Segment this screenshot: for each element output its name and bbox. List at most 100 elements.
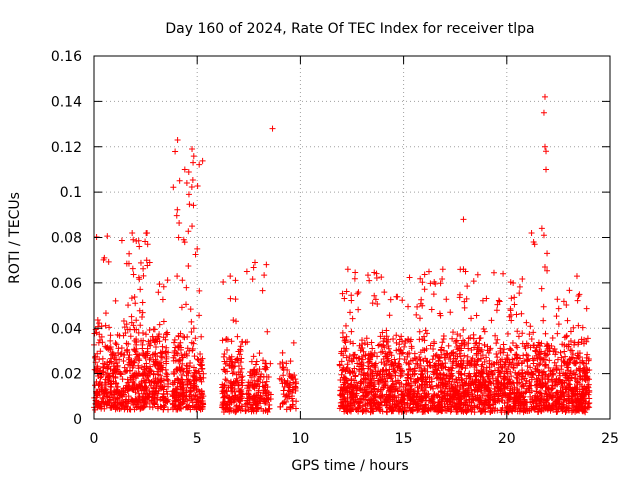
data-point: [568, 347, 575, 354]
data-point: [187, 406, 194, 413]
data-point: [461, 304, 468, 311]
data-point: [232, 406, 239, 413]
data-point: [371, 385, 378, 392]
data-point: [231, 388, 238, 395]
data-point: [146, 327, 153, 334]
data-point: [508, 295, 515, 302]
data-point: [352, 406, 359, 413]
data-point: [528, 387, 535, 394]
data-point: [219, 404, 226, 411]
data-point: [557, 405, 564, 412]
data-point: [224, 368, 231, 375]
data-point: [426, 362, 433, 369]
data-point: [348, 292, 355, 299]
y-tick-label: 0.1: [60, 185, 82, 201]
data-point: [133, 373, 140, 380]
data-point: [248, 374, 255, 381]
data-point: [177, 330, 184, 337]
data-point: [185, 376, 192, 383]
data-point: [358, 378, 365, 385]
data-point: [112, 340, 119, 347]
data-point: [342, 339, 349, 346]
data-point: [429, 404, 436, 411]
data-point: [434, 367, 441, 374]
data-point: [567, 347, 574, 354]
data-point: [97, 374, 104, 381]
data-point: [200, 401, 207, 408]
data-point: [156, 281, 163, 288]
data-point: [529, 396, 536, 403]
data-point: [452, 392, 459, 399]
data-point: [469, 355, 476, 362]
data-point: [100, 369, 107, 376]
data-point: [185, 263, 192, 270]
data-point: [263, 378, 270, 385]
data-point: [396, 341, 403, 348]
data-point: [243, 400, 250, 407]
data-point: [473, 312, 480, 319]
data-point: [336, 361, 343, 368]
data-point: [450, 358, 457, 365]
data-point: [477, 348, 484, 355]
data-point: [506, 345, 513, 352]
data-point: [562, 353, 569, 360]
data-point: [388, 352, 395, 359]
data-point: [289, 403, 296, 410]
data-point: [283, 392, 290, 399]
data-point: [183, 352, 190, 359]
data-point: [144, 352, 151, 359]
data-point: [543, 391, 550, 398]
data-point: [389, 360, 396, 367]
data-point: [177, 339, 184, 346]
data-point: [170, 354, 177, 361]
data-point: [548, 343, 555, 350]
data-point: [576, 291, 583, 298]
data-point: [527, 344, 534, 351]
data-point: [533, 388, 540, 395]
data-point: [146, 368, 153, 375]
data-point: [154, 368, 161, 375]
data-point: [515, 370, 522, 377]
data-point: [178, 386, 185, 393]
data-point: [185, 228, 192, 235]
data-point: [133, 339, 140, 346]
data-point: [573, 367, 580, 374]
data-point: [543, 148, 550, 155]
data-point: [151, 339, 158, 346]
data-point: [508, 373, 515, 380]
data-point: [119, 376, 126, 383]
data-point: [483, 397, 490, 404]
data-point: [276, 375, 283, 382]
data-point: [264, 408, 271, 415]
data-point: [550, 370, 557, 377]
data-point: [285, 387, 292, 394]
data-point: [447, 355, 454, 362]
data-point: [287, 405, 294, 412]
data-point: [181, 166, 188, 173]
data-point: [341, 337, 348, 344]
data-point: [352, 269, 359, 276]
data-point: [395, 363, 402, 370]
data-point: [171, 339, 178, 346]
data-point: [338, 348, 345, 355]
data-point: [560, 379, 567, 386]
data-point: [522, 407, 529, 414]
data-point: [385, 336, 392, 343]
data-point: [362, 389, 369, 396]
data-point: [479, 407, 486, 414]
data-point: [484, 347, 491, 354]
data-point: [183, 403, 190, 410]
data-point: [287, 358, 294, 365]
data-point: [188, 339, 195, 346]
data-point: [364, 371, 371, 378]
data-point: [357, 385, 364, 392]
data-point: [473, 350, 480, 357]
data-point: [518, 310, 525, 317]
data-point: [425, 268, 432, 275]
data-point: [138, 337, 145, 344]
data-point: [95, 339, 102, 346]
data-point: [569, 386, 576, 393]
data-point: [195, 386, 202, 393]
data-point: [579, 324, 586, 331]
